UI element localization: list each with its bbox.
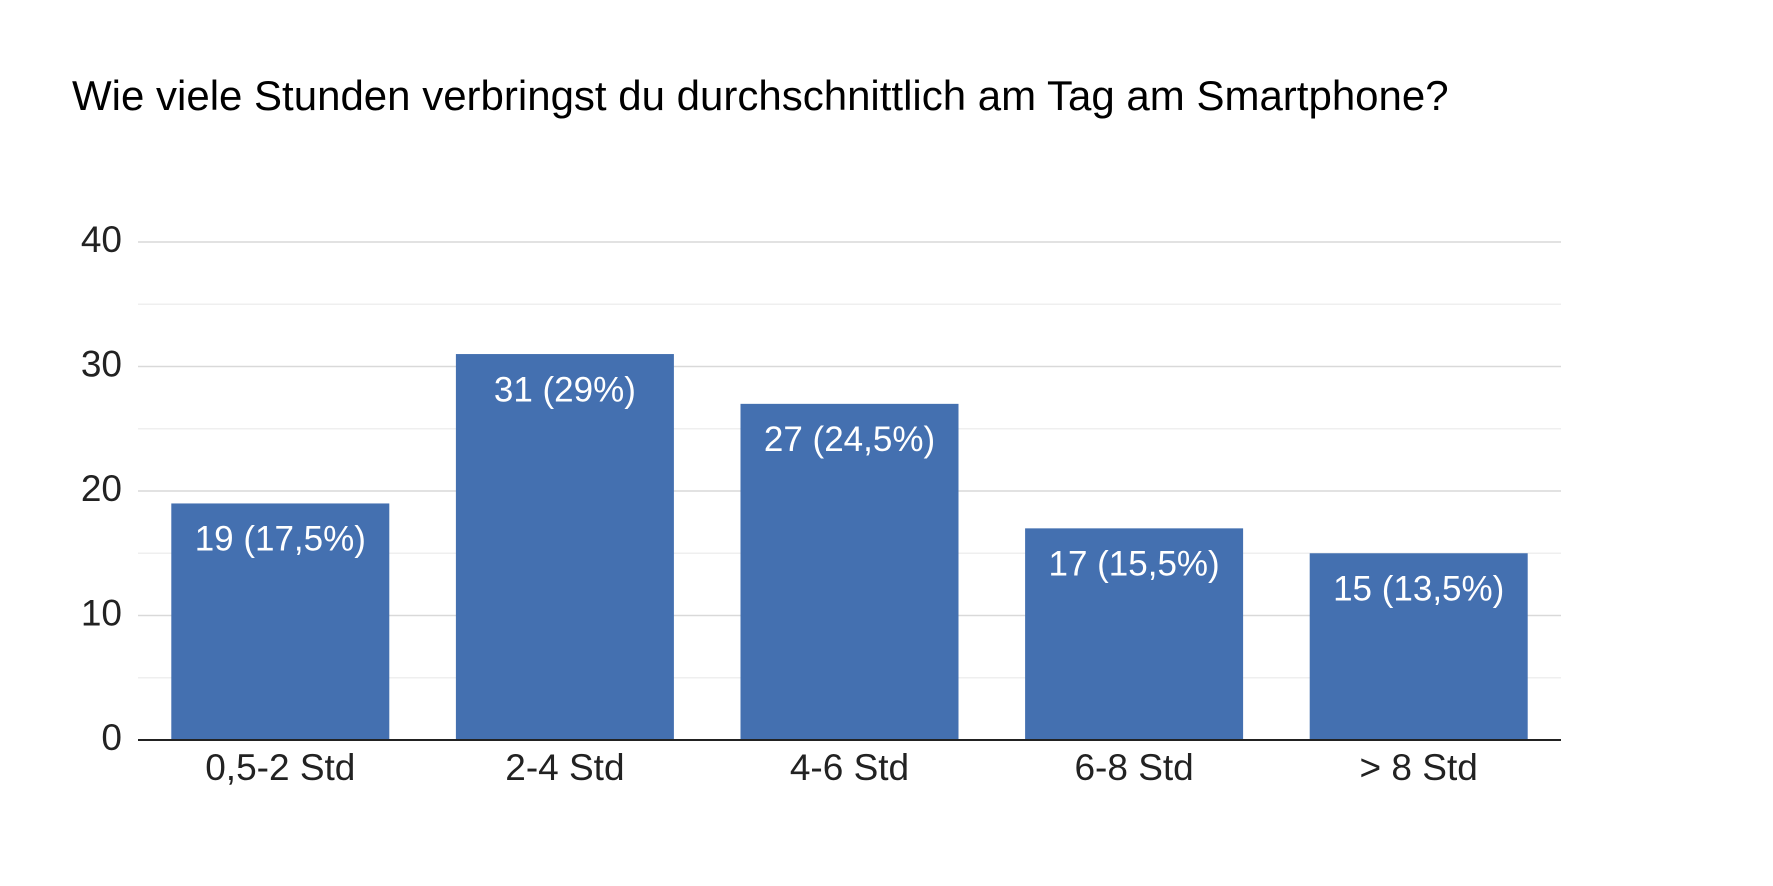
bar: [1309, 553, 1528, 740]
data-label: 27 (24,5%): [764, 420, 935, 459]
x-tick-label: 4-6 Std: [790, 747, 909, 788]
data-label: 31 (29%): [494, 370, 636, 409]
x-tick-label: 2-4 Std: [505, 747, 624, 788]
bar: [455, 354, 674, 740]
bar: [1025, 528, 1244, 740]
x-tick-label: 6-8 Std: [1074, 747, 1193, 788]
bar: [740, 403, 959, 740]
chart-title: Wie viele Stunden verbringst du durchsch…: [72, 72, 1449, 119]
y-tick-label: 30: [81, 343, 122, 384]
y-tick-label: 40: [81, 219, 122, 260]
data-label: 17 (15,5%): [1048, 545, 1219, 584]
data-label: 19 (17,5%): [195, 520, 366, 559]
x-tick-label: > 8 Std: [1360, 747, 1478, 788]
data-label: 15 (13,5%): [1333, 570, 1504, 609]
y-tick-label: 20: [81, 468, 122, 509]
y-tick-label: 0: [101, 717, 122, 758]
bar: [171, 503, 390, 740]
x-tick-label: 0,5-2 Std: [205, 747, 355, 788]
y-tick-label: 10: [81, 592, 122, 633]
